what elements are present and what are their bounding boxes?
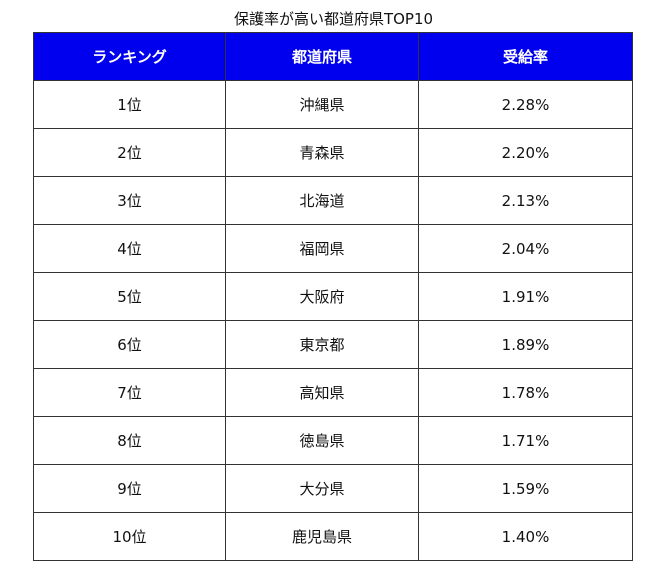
table-row: 5位 大阪府 1.91% [33,272,633,321]
table-cell: 8位 [33,416,226,465]
table-cell: 4位 [33,224,226,273]
table-cell: 東京都 [225,320,419,369]
table-cell: 1.59% [418,464,633,513]
table-row: 3位 北海道 2.13% [33,176,633,225]
table-cell: 1.40% [418,512,633,561]
table-cell: 沖縄県 [225,80,419,129]
table-cell: 5位 [33,272,226,321]
header-cell: 受給率 [418,32,633,81]
table-title: 保護率が高い都道府県TOP10 [233,10,434,28]
table-cell: 2.28% [418,80,633,129]
table-cell: 鹿児島県 [225,512,419,561]
table-cell: 高知県 [225,368,419,417]
table-cell: 1.91% [418,272,633,321]
header-row: ランキング 都道府県 受給率 [33,32,633,81]
table-cell: 10位 [33,512,226,561]
table-row: 9位 大分県 1.59% [33,464,633,513]
table-cell: 徳島県 [225,416,419,465]
table-cell: 2位 [33,128,226,177]
table-row: 10位 鹿児島県 1.40% [33,512,633,561]
table-cell: 2.20% [418,128,633,177]
table-cell: 大阪府 [225,272,419,321]
table-cell: 9位 [33,464,226,513]
table-cell: 大分県 [225,464,419,513]
table-row: 4位 福岡県 2.04% [33,224,633,273]
table-row: 7位 高知県 1.78% [33,368,633,417]
table-row: 8位 徳島県 1.71% [33,416,633,465]
table-cell: 1.78% [418,368,633,417]
header-cell: ランキング [33,32,226,81]
table-row: 1位 沖縄県 2.28% [33,80,633,129]
table-row: 6位 東京都 1.89% [33,320,633,369]
table-cell: 3位 [33,176,226,225]
table-cell: 青森県 [225,128,419,177]
table-body: 1位 沖縄県 2.28% 2位 青森県 2.20% 3位 北海道 2.13% 4位 福岡県 2.04%… [33,80,633,561]
table-cell: 6位 [33,320,226,369]
table-cell: 1.89% [418,320,633,369]
table-cell: 1.71% [418,416,633,465]
table-cell: 7位 [33,368,226,417]
table-cell: 福岡県 [225,224,419,273]
header-cell: 都道府県 [225,32,419,81]
ranking-table: ランキング 都道府県 受給率 1位 沖縄県 2.28% 2位 青森県 2.20% 3位 北海道 2.… [33,32,633,561]
table-row: 2位 青森県 2.20% [33,128,633,177]
table-cell: 2.13% [418,176,633,225]
table-cell: 2.04% [418,224,633,273]
table-cell: 北海道 [225,176,419,225]
table-cell: 1位 [33,80,226,129]
